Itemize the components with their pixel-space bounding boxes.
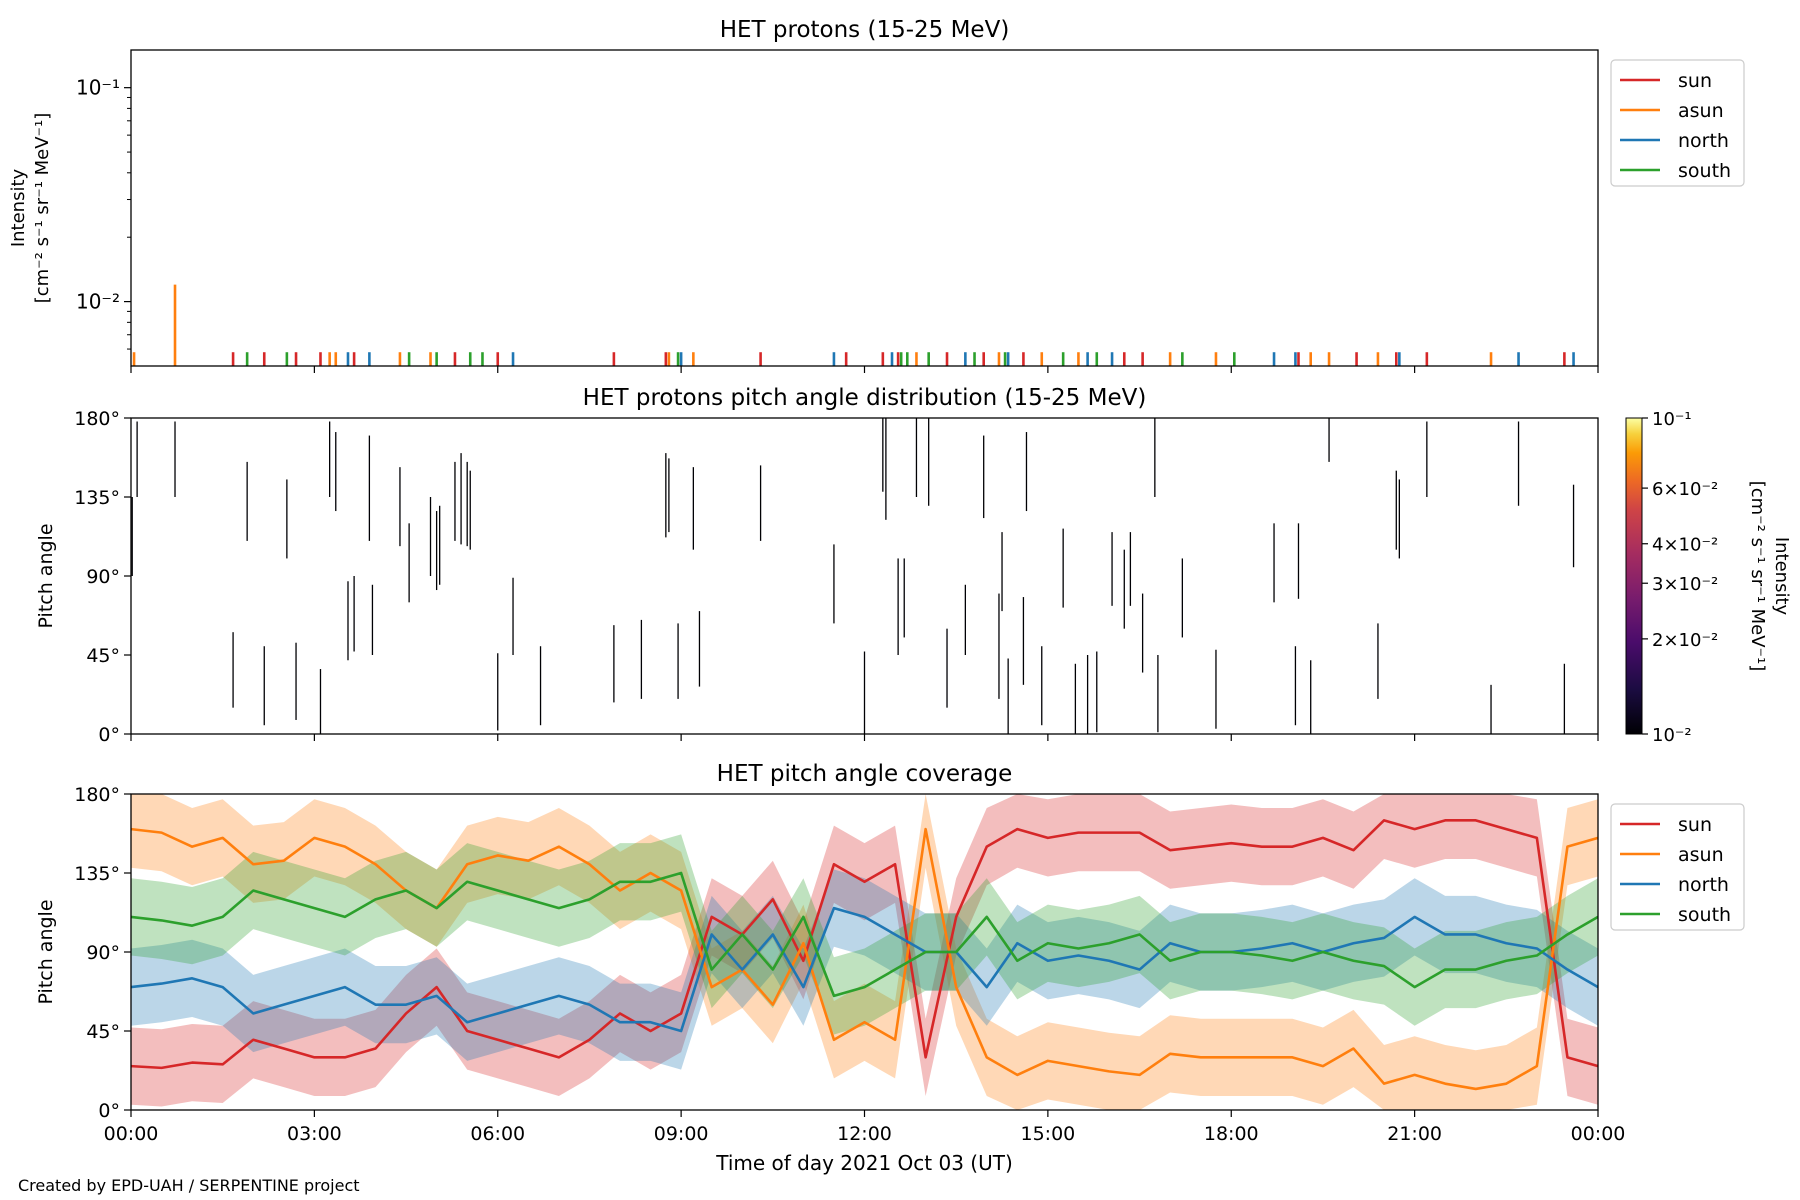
coverage-band-north (131, 869, 1598, 1070)
colorbar-label-line1: Intensity (1771, 537, 1792, 616)
panel1-ylabel-line1: Intensity (8, 168, 29, 247)
y-tick-label: 135° (74, 487, 120, 509)
colorbar-tick-label: 10⁻¹ (1652, 409, 1692, 430)
panel1-y-ticks: 10⁻¹ 10⁻² (76, 76, 131, 350)
panel2-title: HET protons pitch angle distribution (15… (583, 385, 1147, 411)
coverage-line-north (131, 906, 1598, 1033)
coverage-line-sun (131, 819, 1598, 1070)
x-tick-label: 09:00 (654, 1123, 709, 1145)
y-tick-label: 180° (74, 408, 120, 430)
legend-label-sun: sun (1678, 814, 1712, 836)
legend-label-asun: asun (1678, 844, 1724, 866)
panel2-segments-layer (131, 418, 1575, 734)
panel3-series-layer (131, 819, 1598, 1091)
panel1-title: HET protons (15-25 MeV) (720, 17, 1010, 43)
y-tick-label: 45° (86, 1021, 120, 1043)
colorbar-label-line2: [cm⁻² s⁻¹ sr⁻¹ MeV⁻¹] (1747, 481, 1768, 672)
x-tick-label: 00:00 (104, 1123, 159, 1145)
colorbar-tick-label: 2×10⁻² (1652, 630, 1718, 651)
colorbar-ticks: 10⁻¹ 6×10⁻² 4×10⁻² 3×10⁻² 2×10⁻² 10⁻² (1642, 409, 1718, 746)
y-tick-label: 90° (86, 566, 120, 588)
coverage-band-south (131, 834, 1598, 1035)
x-axis-label: Time of day 2021 Oct 03 (UT) (715, 1151, 1013, 1175)
y-tick-label: 0° (98, 1100, 120, 1122)
y-tick-label: 45° (86, 645, 120, 667)
panel-intensity: HET protons (15-25 MeV) 10⁻¹ 10⁻² Intensi… (8, 17, 1745, 373)
coverage-line-asun (131, 827, 1598, 1091)
credit-text: Created by EPD-UAH / SERPENTINE project (18, 1176, 360, 1195)
legend-label-north: north (1678, 874, 1729, 896)
legend-label-north: north (1678, 130, 1729, 152)
y-tick-label: 0° (98, 724, 120, 746)
panel3-legend: sun asun north south (1610, 803, 1745, 931)
coverage-band-sun (131, 794, 1598, 1107)
legend-box (1610, 59, 1745, 187)
x-tick-label: 00:00 (1571, 1123, 1626, 1145)
panel2-x-ticks (130, 734, 1599, 741)
colorbar (1625, 417, 1643, 735)
panel2-ylabel: Pitch angle (35, 523, 57, 628)
panel1-frame (130, 49, 1599, 367)
x-tick-label: 21:00 (1387, 1123, 1442, 1145)
panel3-title: HET pitch angle coverage (717, 761, 1013, 787)
legend-box (1610, 803, 1745, 931)
colorbar-tick-label: 4×10⁻² (1652, 535, 1718, 556)
colorbar-tick-label: 6×10⁻² (1652, 479, 1718, 500)
panel3-bands-layer (131, 794, 1598, 1110)
y-tick-label: 90° (86, 942, 120, 964)
panel3-x-ticks: 00:00 03:00 06:00 09:00 12:00 15:00 18:00 21:00… (104, 1110, 1626, 1145)
legend-label-sun: sun (1678, 70, 1712, 92)
y-tick-label: 135° (74, 863, 120, 885)
y-tick-label: 10⁻² (76, 290, 120, 314)
coverage-band-asun (131, 794, 1598, 1110)
x-tick-label: 06:00 (470, 1123, 525, 1145)
x-tick-label: 03:00 (287, 1123, 342, 1145)
panel1-legend: sun asun north south (1610, 59, 1745, 187)
x-tick-label: 12:00 (837, 1123, 892, 1145)
panel1-x-ticks (130, 366, 1599, 373)
x-tick-label: 18:00 (1204, 1123, 1259, 1145)
panel3-ylabel: Pitch angle (35, 899, 57, 1004)
panel1-series-layer (132, 284, 1575, 366)
panel-pitch-angle-distribution: HET protons pitch angle distribution (15… (35, 385, 1792, 746)
panel3-y-ticks: 0° 45° 90° 135° 180° (74, 784, 131, 1122)
legend-label-south: south (1678, 160, 1731, 182)
legend-label-asun: asun (1678, 100, 1724, 122)
colorbar-tick-label: 10⁻² (1652, 725, 1692, 746)
panel2-y-ticks: 0° 45° 90° 135° 180° (74, 408, 131, 746)
panel1-ylabel-line2: [cm⁻² s⁻¹ sr⁻¹ MeV⁻¹] (32, 113, 53, 304)
y-tick-label: 180° (74, 784, 120, 806)
panel-pitch-angle-coverage: HET pitch angle coverage 0° 45° 90° 135° 180… (35, 761, 1745, 1175)
x-tick-label: 15:00 (1020, 1123, 1075, 1145)
coverage-line-south (131, 871, 1598, 998)
y-tick-label: 10⁻¹ (76, 76, 120, 100)
legend-label-south: south (1678, 904, 1731, 926)
colorbar-tick-label: 3×10⁻² (1652, 574, 1718, 595)
